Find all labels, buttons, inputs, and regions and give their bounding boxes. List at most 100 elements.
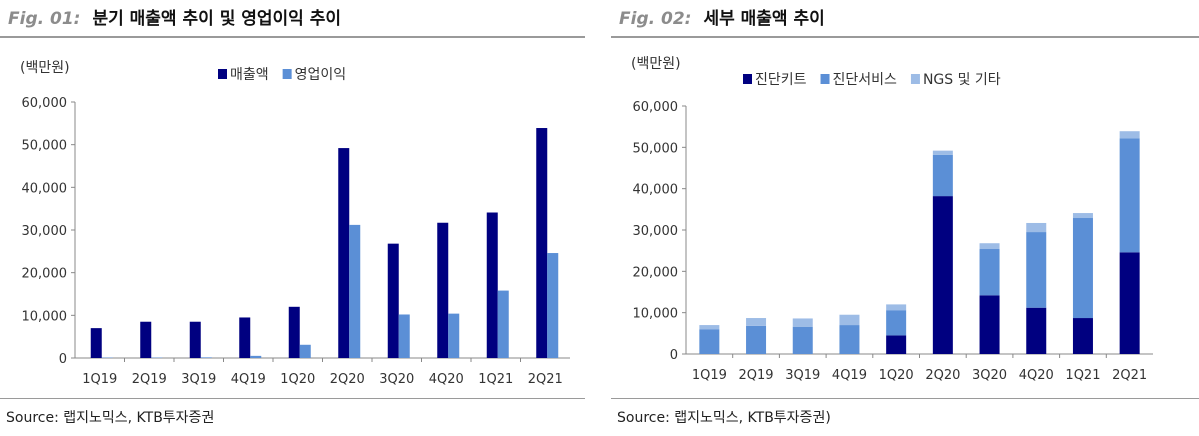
chart-panel-right: Fig. 02: 세부 매출액 추이 (백만원) 진단키트 진단서비스 NGS 및 기타… [611,0,1199,436]
footer-rule [0,398,585,399]
bar-3Q19-series-2 [792,326,813,354]
bar-1Q20-series-2 [299,344,311,358]
bar-1Q21-series-2 [497,290,509,358]
legend-swatch-2 [282,69,292,79]
x-tick-label: 4Q19 [832,368,867,383]
figure-header: Fig. 01: 분기 매출액 추이 및 영업이익 추이 [8,4,341,34]
x-tick-label: 2Q19 [132,372,167,387]
y-tick-label: 30,000 [633,224,679,239]
chart-title: 분기 매출액 추이 및 영업이익 추이 [92,9,342,29]
chart-panel-left: Fig. 01: 분기 매출액 추이 및 영업이익 추이 (백만원) 매출액 영업이익… [0,0,585,436]
bar-4Q19-series-3 [839,314,860,326]
x-tick-label: 3Q19 [785,368,820,383]
x-tick-label: 2Q21 [528,372,563,387]
x-tick-label: 3Q20 [972,368,1007,383]
x-tick-label: 1Q20 [280,372,315,387]
y-tick-label: 50,000 [22,139,68,154]
bar-4Q20-series-1 [437,222,449,358]
header-rule [611,36,1199,38]
chart-title: 세부 매출액 추이 [703,9,825,29]
x-tick-label: 1Q19 [692,368,727,383]
legend-swatch-1 [218,69,227,79]
bar-3Q19-series-2 [200,357,212,358]
bar-1Q20-series-1 [886,335,907,354]
bar-2Q20-series-2 [349,224,361,358]
bar-2Q21-series-2 [1119,138,1140,253]
bar-3Q20-series-1 [387,243,399,358]
bar-3Q20-series-2 [398,314,410,358]
legend-swatch-1 [743,74,752,84]
legend-label-2: 영업이익 [295,67,347,83]
x-tick-label: 4Q20 [429,372,464,387]
header-rule [0,36,585,38]
y-tick-label: 10,000 [22,309,68,324]
y-tick-label: 20,000 [633,265,679,280]
x-tick-label: 3Q20 [379,372,414,387]
x-tick-label: 2Q20 [330,372,365,387]
y-tick-label: 30,000 [22,224,68,239]
x-tick-label: 2Q20 [925,368,960,383]
y-tick-label: 50,000 [633,141,679,156]
bar-3Q20-series-3 [979,243,1000,250]
bar-3Q20-series-1 [979,295,1000,354]
bar-2Q19-series-2 [746,325,767,354]
y-tick-label: 0 [59,352,67,367]
bar-4Q19-series-1 [239,317,251,358]
bar-1Q21-series-1 [486,212,498,358]
bar-1Q21-series-1 [1072,318,1093,354]
bar-2Q21-series-1 [536,128,548,358]
legend-swatch-3 [910,74,920,84]
y-tick-label: 10,000 [633,307,679,322]
legend-label-1: 진단키트 [755,72,807,88]
source-note: Source: 랩지노믹스, KTB투자증권 [6,410,215,426]
bar-4Q19-series-2 [250,355,262,358]
bar-2Q21-series-3 [1119,131,1140,139]
x-tick-label: 1Q20 [879,368,914,383]
bar-1Q20-series-3 [886,304,907,311]
bar-3Q20-series-2 [979,249,1000,296]
bar-3Q19-series-1 [189,321,201,358]
bar-2Q19-series-1 [140,321,152,358]
legend-swatch-2 [820,74,830,84]
legend-label-3: NGS 및 기타 [923,72,1001,88]
bar-2Q21-series-1 [1119,252,1140,354]
bar-1Q20-series-1 [288,306,300,358]
x-tick-label: 4Q20 [1019,368,1054,383]
bar-4Q20-series-3 [1026,222,1047,233]
x-tick-label: 1Q21 [478,372,513,387]
bar-1Q19-series-3 [699,325,720,330]
figure-header: Fig. 02: 세부 매출액 추이 [619,4,825,34]
figure-label: Fig. 02: [619,9,692,29]
source-note: Source: 랩지노믹스, KTB투자증권) [617,410,831,426]
chart-quarterly-revenue-op-profit: (백만원) 매출액 영업이익 60,000 50,000 40,000 30,000 20,0… [20,60,570,387]
y-tick-label: 40,000 [22,181,68,196]
y-tick-label: 60,000 [22,96,68,111]
x-tick-label: 3Q19 [181,372,216,387]
x-tick-label: 2Q21 [1112,368,1147,383]
figure-label: Fig. 01: [8,9,81,29]
legend-label-2: 진단서비스 [833,72,898,88]
y-tick-label: 40,000 [633,183,679,198]
bar-2Q20-series-1 [338,148,350,358]
bar-4Q20-series-2 [448,313,460,358]
x-tick-label: 2Q19 [739,368,774,383]
x-tick-label: 1Q21 [1065,368,1100,383]
bar-3Q19-series-3 [792,318,813,327]
chart-revenue-breakdown: (백만원) 진단키트 진단서비스 NGS 및 기타 60,000 50,000 40,000… [631,56,1153,383]
x-tick-label: 4Q19 [231,372,266,387]
footer-rule [611,398,1199,399]
bar-1Q19-series-1 [90,328,102,358]
y-tick-label: 0 [670,348,678,363]
bar-2Q21-series-2 [547,253,559,358]
x-tick-label: 1Q19 [82,372,117,387]
bar-1Q19-series-2 [699,329,720,354]
bar-4Q20-series-1 [1026,307,1047,354]
bar-4Q20-series-2 [1026,232,1047,308]
bar-1Q20-series-2 [886,310,907,336]
bar-2Q20-series-3 [932,150,953,155]
y-tick-label: 60,000 [633,100,679,115]
bar-1Q21-series-2 [1072,218,1093,319]
bar-2Q20-series-1 [932,196,953,354]
bar-2Q20-series-2 [932,154,953,197]
unit-label: (백만원) [631,56,681,72]
